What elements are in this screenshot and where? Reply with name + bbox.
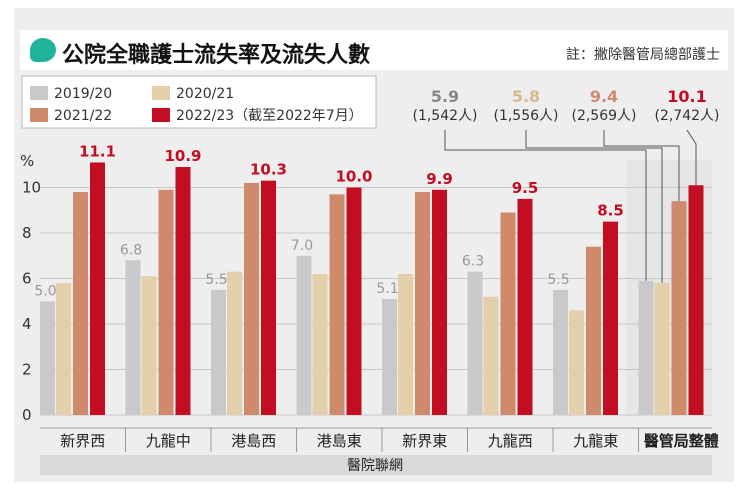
group-band <box>40 455 712 475</box>
y-axis-label: % <box>20 152 34 170</box>
callout-leader <box>686 129 697 186</box>
legend-label: 2021/22 <box>54 108 112 124</box>
bar <box>553 289 568 415</box>
bar <box>569 310 584 415</box>
data-label: 11.1 <box>79 142 116 160</box>
bar <box>638 280 654 415</box>
x-tick-label: 新界東 <box>402 432 447 450</box>
bar <box>56 283 71 415</box>
speech-bubble-icon <box>30 38 56 62</box>
data-label: 10.0 <box>335 168 372 186</box>
x-tick-label: 九龍西 <box>488 432 533 450</box>
data-label: 9.9 <box>426 170 453 188</box>
bar <box>432 189 447 415</box>
legend-swatch <box>30 86 48 100</box>
bar <box>586 246 601 415</box>
x-tick-label: 港島東 <box>317 432 362 450</box>
callout-value: 5.8 <box>512 87 540 106</box>
bar <box>261 180 276 415</box>
group-label: 醫院聯網 <box>347 458 403 474</box>
y-tick-label: 10 <box>22 179 41 197</box>
legend-label: 2022/23（截至2022年7月） <box>176 108 363 124</box>
callout-value: 5.9 <box>431 87 459 106</box>
data-label: 8.5 <box>597 202 624 220</box>
data-label: 5.5 <box>547 272 569 288</box>
callout-count: (2,742人) <box>654 108 719 124</box>
footnote: 註：撇除醫管局總部護士 <box>566 47 720 63</box>
callout-leader <box>444 130 647 281</box>
bar <box>40 301 55 415</box>
callout-value: 9.4 <box>590 87 618 106</box>
bar <box>688 185 704 415</box>
bar <box>382 298 397 415</box>
data-label: 9.5 <box>512 179 539 197</box>
page-title: 公院全職護士流失率及流失人數 <box>62 42 371 68</box>
x-tick-label: 醫管局整體 <box>644 432 719 450</box>
bar <box>125 260 141 415</box>
bar <box>398 273 413 415</box>
bar <box>211 289 226 415</box>
title-band <box>20 30 728 70</box>
bar <box>500 212 516 415</box>
y-tick-label: 0 <box>22 406 32 424</box>
bar <box>654 283 670 415</box>
callout-value: 10.1 <box>667 87 706 106</box>
legend-label: 2020/21 <box>176 86 234 102</box>
bar <box>415 192 430 415</box>
bar <box>175 167 191 415</box>
bar <box>73 192 88 415</box>
x-tick-label: 九龍東 <box>573 432 618 450</box>
data-label: 10.3 <box>250 161 287 179</box>
x-tick-label: 港島西 <box>231 432 276 450</box>
bar <box>329 194 345 415</box>
callout-count: (1,556人) <box>493 108 558 124</box>
callout-count: (2,569人) <box>571 108 636 124</box>
bar <box>483 296 499 415</box>
data-label: 6.8 <box>120 242 142 258</box>
bar <box>158 189 174 415</box>
bar <box>141 276 157 415</box>
y-tick-label: 8 <box>22 224 32 242</box>
bar <box>467 271 483 415</box>
bar <box>90 162 105 415</box>
data-label: 5.1 <box>376 281 398 297</box>
legend-swatch <box>152 86 170 100</box>
callout-leader <box>603 130 680 202</box>
data-label: 7.0 <box>291 238 313 254</box>
data-label: 5.5 <box>205 272 227 288</box>
x-tick-label: 新界西 <box>60 432 105 450</box>
data-label: 10.9 <box>164 147 201 165</box>
bar <box>244 182 259 415</box>
callout-count: (1,542人) <box>412 108 477 124</box>
y-tick-label: 4 <box>22 315 32 333</box>
legend-swatch <box>30 108 48 122</box>
data-label: 5.0 <box>34 283 56 299</box>
bar <box>296 255 312 415</box>
bar <box>671 201 687 415</box>
data-label: 6.3 <box>462 254 484 270</box>
legend-box <box>21 75 377 129</box>
y-tick-label: 6 <box>22 270 32 288</box>
x-tick-label: 九龍中 <box>146 432 191 450</box>
legend-swatch <box>152 108 170 122</box>
bar <box>603 221 618 415</box>
y-tick-label: 2 <box>22 361 32 379</box>
bar <box>517 198 533 415</box>
bar <box>312 273 328 415</box>
bar <box>227 271 242 415</box>
bar <box>346 187 362 415</box>
legend-label: 2019/20 <box>54 86 112 102</box>
callout-leader <box>525 130 663 284</box>
